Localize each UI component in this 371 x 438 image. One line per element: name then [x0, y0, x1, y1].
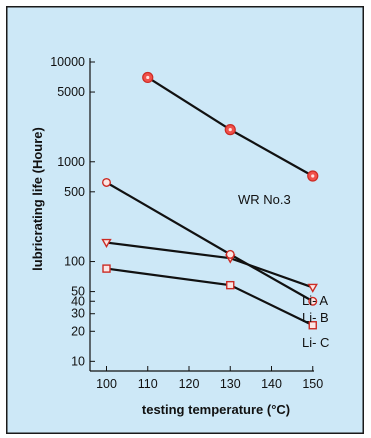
- x-tick-label: 120: [179, 377, 200, 391]
- data-point: [226, 280, 235, 290]
- series-label: Li- A: [302, 293, 328, 308]
- data-point-highlight: [228, 128, 232, 132]
- x-axis-title: testing temperature (°C): [142, 402, 290, 417]
- data-point: [101, 177, 111, 187]
- y-tick-label: 40: [71, 294, 85, 308]
- x-tick-label: 150: [302, 377, 323, 391]
- x-tick-label: 100: [96, 377, 117, 391]
- data-point: [102, 264, 111, 273]
- y-axis-title: lubricrating life (Houre): [30, 127, 45, 271]
- x-tick-label: 140: [261, 377, 282, 391]
- y-tick-label: 20: [71, 324, 85, 338]
- data-point: [101, 238, 112, 248]
- y-tick-label: 100: [64, 255, 85, 269]
- chart-panel: 10000 5000 1000 500 100 50 40 30 20 10 100 110 120 13…: [6, 6, 364, 434]
- x-tick-label: 130: [220, 377, 241, 391]
- y-tick-label: 500: [64, 185, 85, 199]
- y-tick-label: 50: [71, 285, 85, 299]
- y-tick-label: 5000: [57, 85, 85, 99]
- y-tick-label: 10: [71, 354, 85, 368]
- y-tick-label: 10000: [50, 55, 85, 69]
- series-markers: [101, 71, 319, 330]
- labels: testing temperature (°C) lubricrating lif…: [30, 127, 329, 417]
- x-tick-label: 110: [138, 377, 158, 391]
- data-point: [307, 283, 318, 293]
- y-tick-label: 30: [71, 307, 85, 321]
- series-label: WR No.3: [238, 192, 291, 207]
- series-label: Li- B: [302, 310, 329, 325]
- panel-background: [6, 6, 364, 434]
- series-label: Li- C: [302, 335, 329, 350]
- data-point: [308, 296, 318, 306]
- data-point: [225, 249, 235, 259]
- data-point-highlight: [311, 174, 315, 178]
- y-tick-label: 1000: [57, 155, 85, 169]
- data-point-highlight: [146, 75, 150, 80]
- data-point: [308, 321, 317, 330]
